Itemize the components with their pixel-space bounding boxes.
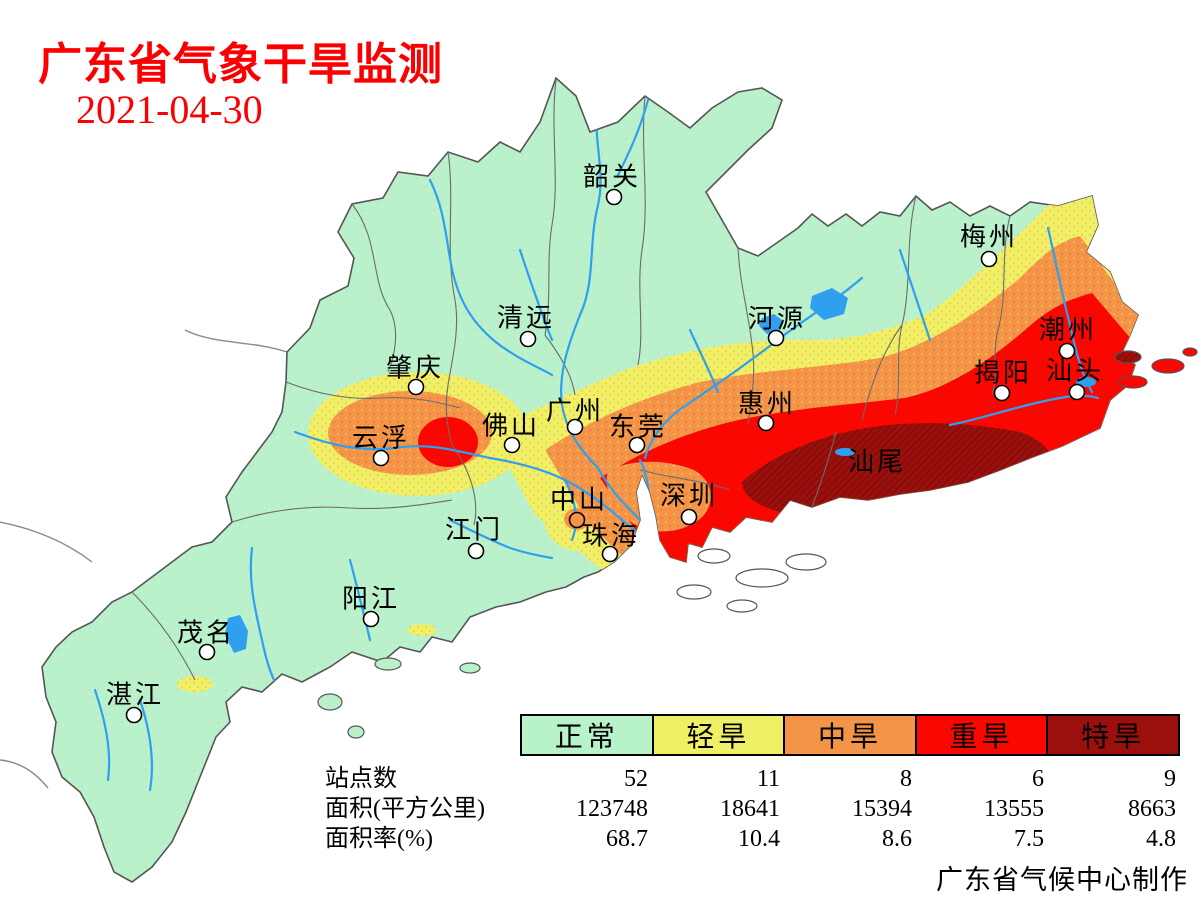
credit-text: 广东省气候中心制作 — [936, 865, 1188, 895]
city-label-珠海: 珠海 — [582, 522, 640, 551]
city-label-惠州: 惠州 — [738, 390, 796, 419]
lakes — [225, 288, 1096, 653]
city-dot-深圳 — [680, 508, 698, 526]
stats-value: 8.6 — [882, 826, 912, 852]
city-dot-清远 — [519, 330, 537, 348]
stats-value: 52 — [624, 766, 648, 792]
city-label-肇庆: 肇庆 — [386, 354, 444, 383]
neighbor-border-lines — [0, 329, 288, 789]
city-dot-佛山 — [503, 436, 521, 454]
stats-value: 123748 — [576, 796, 648, 822]
rivers — [93, 98, 1100, 792]
city-dot-汕头 — [1068, 383, 1086, 401]
city-dot-广州 — [566, 418, 584, 436]
map-date: 2021-04-30 — [76, 87, 263, 132]
legend-header: 正常 轻旱 中旱 重旱 特旱 — [520, 714, 1180, 756]
city-label-韶关: 韶关 — [583, 163, 641, 192]
stats-value: 8663 — [1128, 796, 1176, 822]
islands — [317, 347, 1198, 739]
city-dot-茂名 — [198, 643, 216, 661]
legend-stats: 站点数 52 11 8 6 9 面积(平方公里) 123748 18641 15394 13555 8… — [325, 764, 1185, 854]
city-dot-惠州 — [757, 414, 775, 432]
city-dot-韶关 — [605, 188, 623, 206]
stats-row-1: 面积(平方公里) 123748 18641 15394 13555 8663 — [325, 794, 1185, 824]
stats-value: 4.8 — [1146, 826, 1176, 852]
stats-value: 7.5 — [1014, 826, 1044, 852]
city-dot-珠海 — [601, 545, 619, 563]
city-label-云浮: 云浮 — [352, 424, 410, 453]
stats-value: 10.4 — [738, 826, 780, 852]
city-dot-湛江 — [125, 706, 143, 724]
city-label-江门: 江门 — [445, 516, 503, 545]
city-dot-河源 — [767, 329, 785, 347]
city-label-广州: 广州 — [546, 397, 604, 426]
city-label-东莞: 东莞 — [609, 413, 667, 442]
city-label-潮州: 潮州 — [1039, 316, 1097, 345]
city-label-河源: 河源 — [748, 305, 806, 334]
city-label-揭阳: 揭阳 — [974, 359, 1032, 388]
legend-cell-normal: 正常 — [522, 716, 652, 754]
city-label-汕尾: 汕尾 — [848, 448, 906, 477]
stats-row-label: 面积率(%) — [325, 826, 433, 852]
stats-value: 18641 — [720, 796, 780, 822]
city-label-阳江: 阳江 — [342, 585, 400, 614]
city-dot-阳江 — [362, 610, 380, 628]
city-dot-揭阳 — [993, 384, 1011, 402]
city-dot-潮州 — [1058, 342, 1076, 360]
city-label-湛江: 湛江 — [106, 681, 164, 710]
stats-value: 15394 — [852, 796, 912, 822]
stats-value: 8 — [900, 766, 912, 792]
stats-row-label: 站点数 — [325, 766, 397, 792]
city-dot-肇庆 — [407, 378, 425, 396]
stats-row-2: 面积率(%) 68.7 10.4 8.6 7.5 4.8 — [325, 824, 1185, 854]
stats-value: 6 — [1032, 766, 1044, 792]
city-dot-中山 — [568, 511, 586, 529]
coast-red-pocket — [739, 515, 761, 529]
stats-value: 13555 — [984, 796, 1044, 822]
legend-cell-light: 轻旱 — [651, 716, 784, 754]
city-label-汕头: 汕头 — [1046, 357, 1104, 386]
city-dot-东莞 — [628, 436, 646, 454]
stats-value: 11 — [756, 766, 780, 792]
legend-cell-extreme: 特旱 — [1046, 716, 1178, 754]
city-dot-梅州 — [980, 250, 998, 268]
stats-row-label: 面积(平方公里) — [325, 796, 485, 822]
stats-row-0: 站点数 52 11 8 6 9 — [325, 764, 1185, 794]
page-title: 广东省气象干旱监测 — [38, 40, 443, 89]
city-dot-云浮 — [372, 449, 390, 467]
city-label-梅州: 梅州 — [960, 223, 1018, 252]
stats-value: 68.7 — [606, 826, 648, 852]
city-label-佛山: 佛山 — [482, 412, 540, 441]
city-label-清远: 清远 — [497, 304, 555, 333]
stats-value: 9 — [1164, 766, 1176, 792]
city-label-茂名: 茂名 — [177, 619, 235, 648]
city-dot-江门 — [467, 542, 485, 560]
city-label-深圳: 深圳 — [660, 482, 718, 511]
legend-cell-severe: 重旱 — [914, 716, 1047, 754]
city-label-中山: 中山 — [550, 486, 608, 515]
legend-cell-moderate: 中旱 — [783, 716, 915, 754]
district-borders — [131, 79, 1011, 681]
